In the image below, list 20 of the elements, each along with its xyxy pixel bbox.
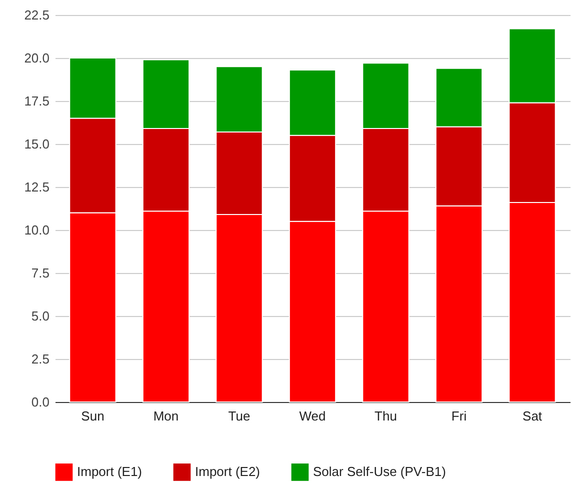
legend-label: Solar Self-Use (PV-B1) — [313, 464, 446, 480]
legend-label: Import (E2) — [195, 464, 260, 480]
y-tick-label: 5.0 — [31, 308, 50, 324]
x-tick-label: Wed — [299, 408, 326, 424]
legend-label: Import (E1) — [77, 464, 142, 480]
y-tick-label: 15.0 — [24, 136, 50, 152]
y-tick-label: 7.5 — [31, 266, 50, 280]
x-tick-label: Mon — [153, 408, 179, 424]
x-tick-label: Fri — [451, 408, 467, 424]
x-tick-label: Sat — [522, 408, 542, 424]
y-tick-label: 0.0 — [31, 394, 50, 410]
y-tick-label: 2.5 — [31, 352, 50, 366]
y-tick-label: 17.5 — [24, 94, 50, 108]
y-tick-label: 10.0 — [24, 222, 50, 238]
x-tick-label: Sun — [81, 408, 104, 424]
y-tick-label: 20.0 — [24, 50, 50, 66]
y-tick-label: 12.5 — [24, 180, 50, 194]
x-tick-label: Thu — [374, 408, 397, 424]
x-tick-label: Tue — [228, 408, 250, 424]
y-tick-label: 22.5 — [24, 8, 50, 22]
